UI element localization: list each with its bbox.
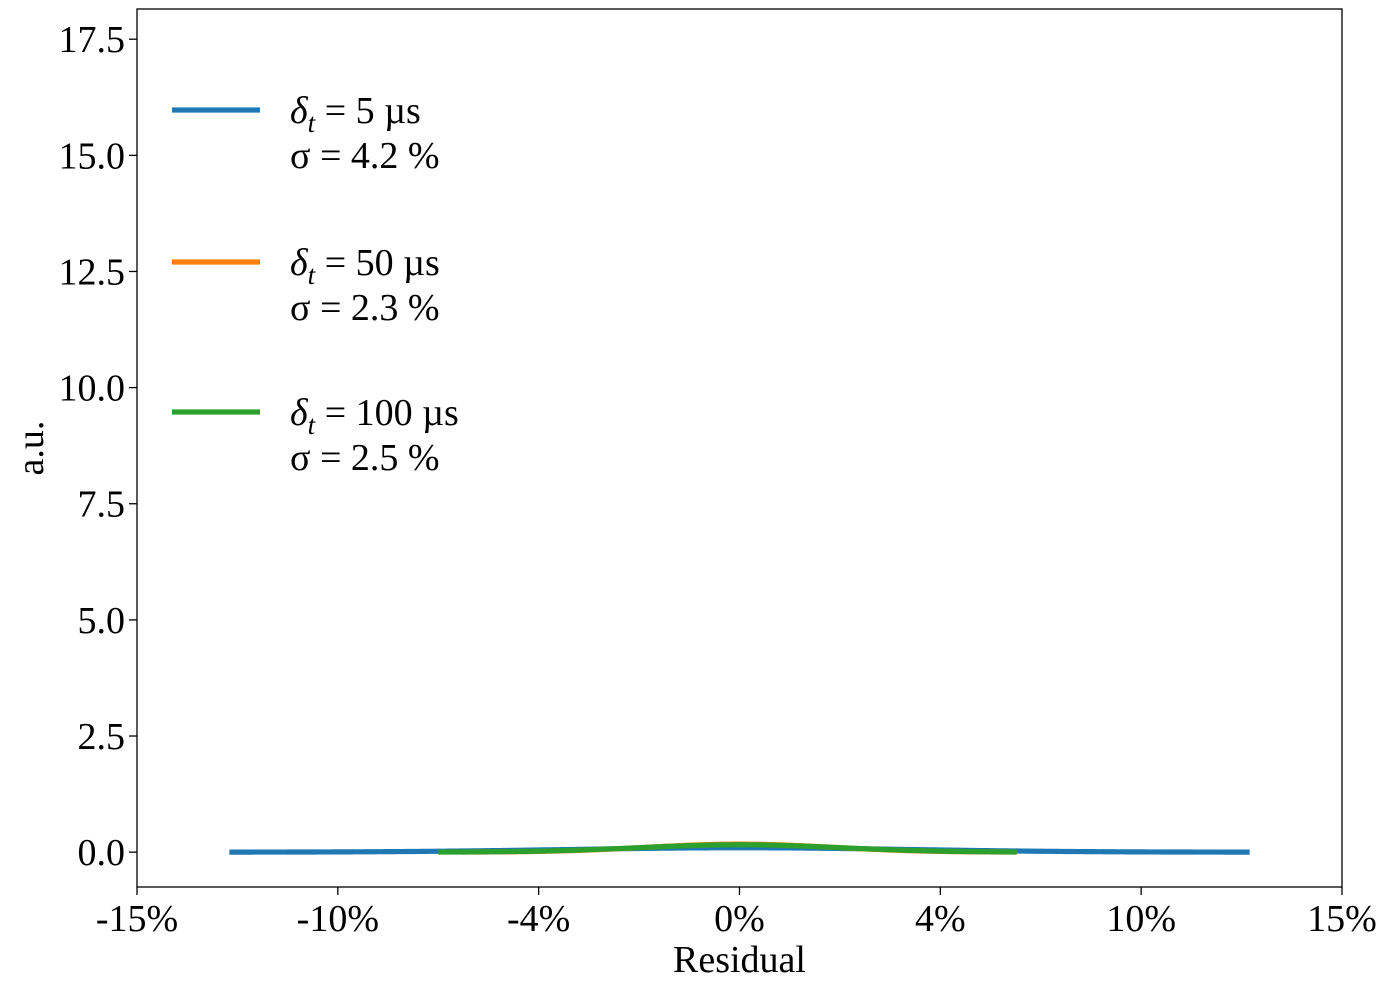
legend: δt = 5 µsσ = 4.2 %δt = 50 µsσ = 2.3 %δt … [172,90,459,479]
legend-sigma: σ = 4.2 % [290,135,440,177]
series-line-1 [229,845,1250,855]
series-line-3 [437,842,1018,855]
x-tick-label: -4% [507,898,570,940]
x-tick-label: 10% [1106,898,1176,940]
legend-value: = 100 µs [315,392,459,434]
x-tick-label: 4% [915,898,966,940]
legend-entry: δt = 50 µsσ = 2.3 % [172,242,440,329]
y-tick-label: 0.0 [78,832,126,874]
x-axis-label: Residual [673,939,806,981]
legend-sigma: σ = 2.5 % [290,437,440,479]
legend-value: = 50 µs [315,242,440,284]
y-tick-label: 2.5 [78,716,126,758]
legend-symbol: δ [290,392,309,434]
legend-label: δt = 5 µs [290,90,421,138]
legend-symbol: δ [290,242,309,284]
y-tick-label: 17.5 [59,19,126,61]
x-axis: -15% -10% -4% 0% 4% 10% 15% [96,887,1377,940]
legend-symbol: δ [290,90,309,132]
legend-label: δt = 100 µs [290,392,459,440]
legend-subscript: t [308,260,317,290]
x-tick-label: -15% [96,898,178,940]
y-tick-label: 10.0 [59,368,126,410]
legend-value: = 5 µs [315,90,421,132]
x-tick-label: 15% [1307,898,1377,940]
legend-subscript: t [308,410,317,440]
y-tick-label: 15.0 [59,135,126,177]
legend-entry: δt = 100 µsσ = 2.5 % [172,392,459,479]
legend-label: δt = 50 µs [290,242,440,290]
plot-area [229,841,1250,855]
x-tick-label: -10% [297,898,379,940]
legend-entry: δt = 5 µsσ = 4.2 % [172,90,440,177]
y-axis: 0.0 2.5 5.0 7.5 10.0 12.5 15.0 17.5 [59,19,137,874]
plot-frame [136,8,1343,888]
legend-subscript: t [308,108,317,138]
y-axis-label: a.u. [10,421,52,476]
legend-sigma: σ = 2.3 % [290,287,440,329]
y-tick-label: 5.0 [78,600,126,642]
y-tick-label: 12.5 [59,251,126,293]
y-tick-label: 7.5 [78,484,126,526]
x-tick-label: 0% [714,898,765,940]
